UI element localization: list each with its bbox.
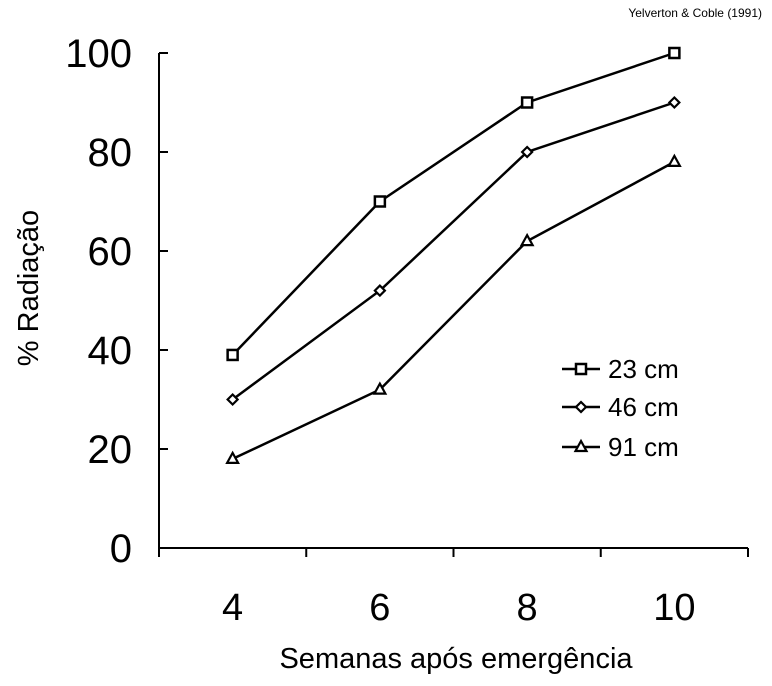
x-tick-label: 8 bbox=[517, 587, 538, 629]
x-axis-label: Semanas após emergência bbox=[279, 643, 633, 675]
y-tick-label: 100 bbox=[65, 32, 132, 76]
data-point bbox=[520, 96, 534, 109]
x-tick-label: 10 bbox=[653, 587, 695, 629]
series-2 bbox=[226, 95, 681, 407]
data-point bbox=[373, 195, 387, 208]
data-point bbox=[226, 392, 240, 407]
legend-label: 23 cm bbox=[608, 354, 679, 384]
legend-item: 91 cm bbox=[562, 432, 679, 462]
y-axis-label: % Radiação bbox=[13, 210, 45, 366]
legend-marker bbox=[574, 362, 588, 376]
series-3 bbox=[225, 153, 682, 464]
data-point bbox=[520, 145, 534, 159]
data-point bbox=[667, 95, 681, 110]
data-point bbox=[668, 46, 681, 60]
legend-label: 46 cm bbox=[608, 392, 679, 422]
data-point bbox=[519, 232, 535, 247]
series-layer bbox=[225, 46, 682, 464]
data-point bbox=[372, 381, 388, 395]
legend-label: 91 cm bbox=[608, 432, 679, 462]
y-tick-label: 40 bbox=[88, 329, 133, 373]
series-line bbox=[231, 51, 675, 356]
x-axis-ticks: 4 6 8 10 bbox=[158, 548, 749, 629]
legend-item: 23 cm bbox=[562, 354, 679, 384]
legend: 23 cm 46 cm 91 cm bbox=[562, 354, 679, 462]
legend-marker bbox=[574, 400, 588, 414]
data-point bbox=[373, 284, 387, 298]
x-tick-label: 6 bbox=[369, 587, 390, 629]
data-point bbox=[225, 450, 240, 464]
data-point bbox=[226, 348, 239, 362]
legend-item: 46 cm bbox=[562, 392, 679, 422]
series-line bbox=[231, 101, 675, 401]
y-tick-label: 80 bbox=[88, 131, 133, 175]
x-tick-label: 4 bbox=[222, 587, 243, 629]
series-line bbox=[232, 160, 675, 461]
y-tick-label: 60 bbox=[88, 230, 133, 274]
data-point bbox=[667, 153, 682, 167]
y-tick-label: 0 bbox=[110, 527, 132, 571]
series-1 bbox=[226, 46, 681, 362]
y-axis-ticks: 0 20 40 60 80 100 bbox=[65, 32, 168, 571]
y-tick-label: 20 bbox=[88, 428, 133, 472]
legend-marker bbox=[573, 438, 589, 453]
source-note: Yelverton & Coble (1991) bbox=[628, 6, 762, 20]
